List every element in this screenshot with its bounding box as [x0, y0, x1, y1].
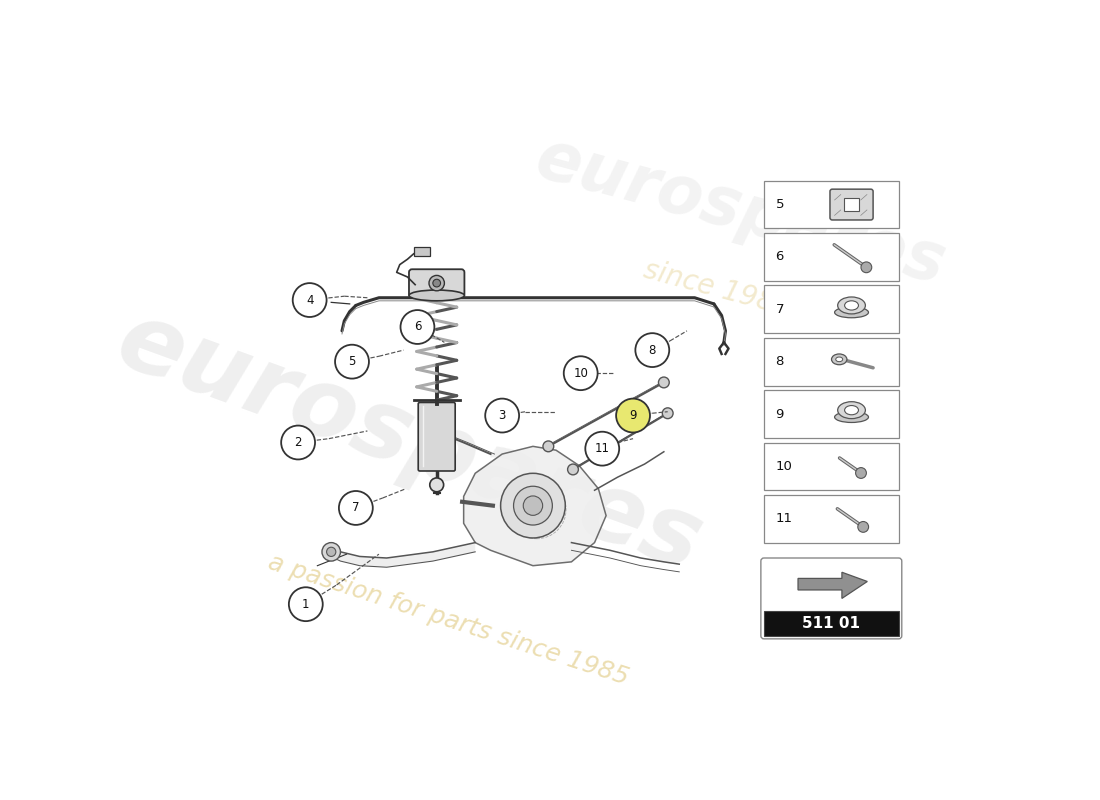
Circle shape	[430, 478, 443, 492]
Ellipse shape	[835, 307, 869, 318]
Text: 11: 11	[776, 512, 792, 526]
FancyBboxPatch shape	[415, 247, 430, 256]
Bar	[763, 338, 899, 386]
FancyBboxPatch shape	[761, 558, 902, 639]
Text: 8: 8	[649, 344, 656, 357]
FancyBboxPatch shape	[418, 402, 455, 471]
Text: 10: 10	[776, 460, 792, 473]
Circle shape	[500, 474, 565, 538]
Text: 10: 10	[573, 366, 588, 380]
Circle shape	[585, 432, 619, 466]
Text: 9: 9	[629, 409, 637, 422]
Text: 7: 7	[776, 302, 784, 316]
Circle shape	[568, 464, 579, 475]
Circle shape	[485, 398, 519, 433]
Circle shape	[856, 468, 867, 478]
Bar	[763, 495, 899, 542]
Text: eurospares: eurospares	[529, 125, 953, 298]
Circle shape	[322, 542, 341, 561]
Text: eurospares: eurospares	[104, 294, 715, 591]
Circle shape	[616, 398, 650, 433]
Text: 6: 6	[414, 321, 421, 334]
Text: 4: 4	[307, 293, 316, 307]
Text: 1: 1	[302, 598, 309, 610]
Circle shape	[861, 262, 872, 273]
Circle shape	[563, 356, 597, 390]
Ellipse shape	[838, 402, 866, 418]
Bar	[763, 390, 899, 438]
Circle shape	[524, 496, 542, 515]
Ellipse shape	[845, 301, 858, 310]
Text: 511 01: 511 01	[802, 616, 860, 631]
Circle shape	[659, 377, 669, 388]
Circle shape	[289, 587, 322, 621]
Text: since 1985: since 1985	[641, 255, 794, 322]
Circle shape	[400, 310, 434, 344]
Bar	[763, 233, 899, 281]
Circle shape	[662, 408, 673, 418]
Ellipse shape	[832, 354, 847, 365]
Text: 4: 4	[306, 294, 313, 306]
Circle shape	[858, 522, 869, 532]
Circle shape	[339, 491, 373, 525]
Circle shape	[636, 333, 669, 367]
Bar	[763, 611, 899, 636]
Circle shape	[327, 547, 336, 557]
Text: 5: 5	[776, 198, 784, 211]
Text: 9: 9	[776, 407, 784, 421]
Polygon shape	[798, 572, 867, 598]
Ellipse shape	[845, 406, 858, 414]
FancyBboxPatch shape	[409, 270, 464, 297]
Bar	[763, 181, 899, 229]
Circle shape	[282, 426, 315, 459]
Ellipse shape	[409, 290, 464, 301]
Bar	[844, 198, 859, 210]
Ellipse shape	[836, 357, 843, 362]
Text: 8: 8	[776, 355, 784, 368]
Text: 7: 7	[352, 502, 360, 514]
Text: 5: 5	[349, 355, 355, 368]
Polygon shape	[464, 446, 606, 566]
Text: 6: 6	[776, 250, 784, 263]
Ellipse shape	[838, 297, 866, 314]
Circle shape	[543, 441, 553, 452]
Circle shape	[429, 275, 444, 291]
Bar	[763, 286, 899, 333]
Bar	[763, 442, 899, 490]
Text: a passion for parts since 1985: a passion for parts since 1985	[265, 550, 631, 690]
Text: 3: 3	[498, 409, 506, 422]
FancyBboxPatch shape	[830, 189, 873, 220]
Circle shape	[514, 486, 552, 525]
Circle shape	[432, 279, 440, 287]
Text: 11: 11	[595, 442, 609, 455]
Text: 2: 2	[295, 436, 301, 449]
Ellipse shape	[835, 412, 869, 422]
Circle shape	[293, 283, 327, 317]
Circle shape	[336, 345, 368, 378]
